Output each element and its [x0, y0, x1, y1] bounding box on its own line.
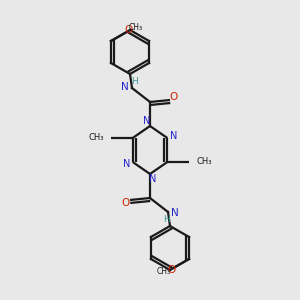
Text: N: N — [169, 131, 177, 141]
Text: H: H — [163, 214, 170, 224]
Text: CH₃: CH₃ — [88, 134, 104, 142]
Text: O: O — [167, 265, 175, 275]
Text: O: O — [125, 25, 133, 35]
Text: N: N — [171, 208, 179, 218]
Text: CH₃: CH₃ — [129, 23, 143, 32]
Text: N: N — [123, 159, 130, 169]
Text: CH₃: CH₃ — [157, 268, 171, 277]
Text: N: N — [121, 82, 129, 92]
Text: N: N — [143, 116, 151, 126]
Text: O: O — [170, 92, 178, 102]
Text: CH₃: CH₃ — [196, 158, 212, 166]
Text: H: H — [130, 76, 137, 85]
Text: N: N — [149, 174, 157, 184]
Text: O: O — [122, 198, 130, 208]
